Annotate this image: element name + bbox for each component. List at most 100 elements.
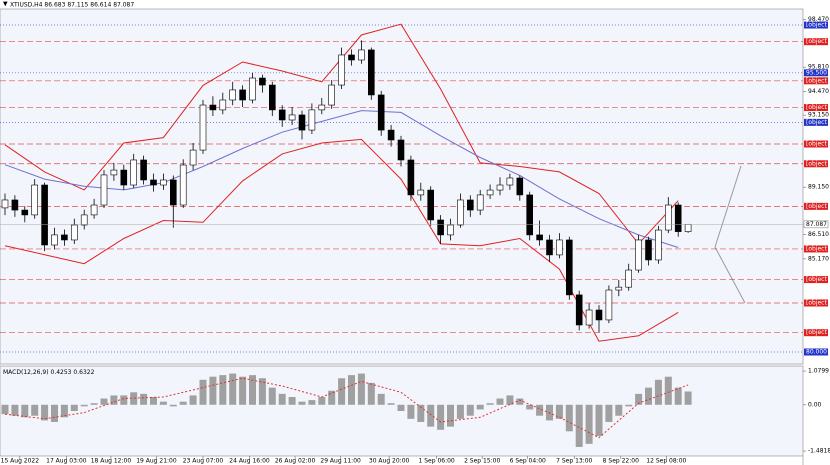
candle-body (348, 54, 355, 61)
y-tick-label: 85.170 (808, 255, 829, 262)
candle-body (140, 159, 147, 181)
candle-body (506, 177, 514, 186)
candle-body (51, 234, 58, 246)
macd-bar (239, 376, 247, 405)
level-box (804, 276, 828, 284)
candle-body (338, 54, 345, 86)
candle-body (655, 229, 662, 261)
level-box (804, 69, 828, 77)
candle-body (575, 294, 583, 326)
x-tick-label: 17 Aug 03:00 (46, 458, 87, 465)
macd-bar (90, 403, 98, 405)
candle-body (150, 179, 157, 186)
macd-bar (100, 398, 108, 405)
macd-bar (169, 404, 177, 407)
macd-bar (298, 401, 306, 405)
macd-bar (367, 382, 375, 405)
macd-bar (288, 396, 296, 405)
macd-bar (70, 404, 78, 412)
macd-value: 0.4253 (51, 369, 72, 376)
level-label: [object Object] (806, 104, 830, 111)
macd-bar (565, 404, 573, 432)
macd-bar (140, 393, 148, 405)
candle-body (407, 159, 415, 196)
macd-bar (21, 404, 29, 418)
level-box (804, 38, 828, 46)
level-box (804, 77, 828, 85)
candle-body (179, 164, 187, 206)
candle-body (1, 199, 9, 209)
macd-bar (199, 379, 207, 405)
candle-body (645, 239, 652, 261)
candle-body (635, 239, 642, 271)
macd-bar (357, 373, 365, 405)
level-label: [object Object] (806, 276, 830, 283)
candle-body (90, 204, 98, 216)
macd-bar (605, 404, 613, 422)
macd-label: MACD(12,26,9) (3, 369, 49, 376)
menu-arrow: ▼ (3, 1, 8, 8)
level-label: [object Object] (806, 22, 830, 29)
header-close: 87.087 (113, 1, 134, 8)
macd-bar (407, 404, 415, 419)
macd-bar (496, 398, 504, 405)
candle-body (31, 184, 39, 216)
macd-bar (387, 403, 395, 405)
macd-bar (41, 404, 49, 421)
candle-body (61, 234, 68, 241)
y-tick-label: 86.510 (808, 231, 829, 238)
candle-body (11, 199, 19, 211)
macd-bar (308, 400, 316, 405)
candle-body (684, 224, 692, 232)
macd-bar (417, 404, 425, 422)
level-box (804, 329, 828, 337)
macd-bar (110, 395, 118, 405)
macd-bar (654, 379, 662, 405)
macd-bar (645, 387, 652, 405)
macd-bar (516, 398, 524, 405)
header-high: 87.115 (67, 1, 88, 8)
candle-body (100, 174, 108, 206)
level-box (804, 202, 828, 210)
signal-value: 0.6322 (73, 369, 94, 376)
macd-bar (189, 395, 197, 405)
candle-body (308, 109, 316, 131)
macd-bar (229, 373, 237, 405)
macd-bar (427, 404, 435, 427)
candle-body (387, 129, 395, 141)
candle-body (625, 269, 633, 288)
moving-average (4, 110, 679, 248)
candle-body (328, 84, 336, 106)
macd-bar (209, 376, 217, 405)
macd-bar (120, 395, 128, 405)
candle-body (546, 239, 553, 256)
macd-bar (278, 393, 286, 405)
x-tick-label: 24 Aug 16:00 (229, 458, 270, 465)
level-box (804, 21, 828, 29)
candle-body (189, 149, 197, 166)
last-price-label: 87.087 (806, 221, 827, 228)
signal-line (4, 377, 689, 439)
candle-body (397, 139, 405, 161)
candle-body (41, 184, 48, 246)
macd-bar (466, 404, 474, 416)
macd-bar (456, 404, 464, 419)
x-tick-label: 19 Aug 21:00 (136, 458, 177, 465)
macd-bar (179, 401, 187, 405)
macd-bar (397, 404, 405, 412)
candle-body (605, 289, 613, 321)
y-tick-label: 94.470 (808, 88, 829, 95)
macd-bar (328, 390, 336, 405)
level-box (804, 348, 828, 356)
candle-body (417, 189, 425, 196)
macd-bar (476, 404, 484, 410)
candle-body (229, 89, 236, 101)
candle-body (447, 224, 454, 236)
candle-body (437, 219, 444, 236)
macd-bar (595, 404, 603, 437)
level-label: [object Object] (806, 203, 830, 210)
candle-body (377, 94, 385, 131)
level-label: [object Object] (806, 299, 830, 306)
level-label: 80.000 (806, 349, 827, 356)
